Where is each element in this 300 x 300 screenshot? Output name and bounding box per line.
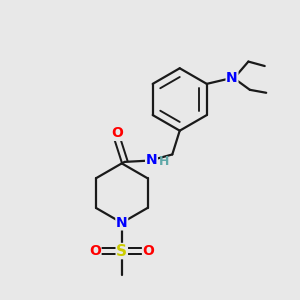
Text: O: O [111, 126, 123, 140]
Text: H: H [159, 155, 169, 168]
Text: S: S [116, 244, 127, 259]
Text: N: N [146, 153, 157, 167]
Text: O: O [89, 244, 101, 258]
Text: O: O [142, 244, 154, 258]
Text: N: N [116, 216, 128, 230]
Text: N: N [226, 71, 238, 85]
